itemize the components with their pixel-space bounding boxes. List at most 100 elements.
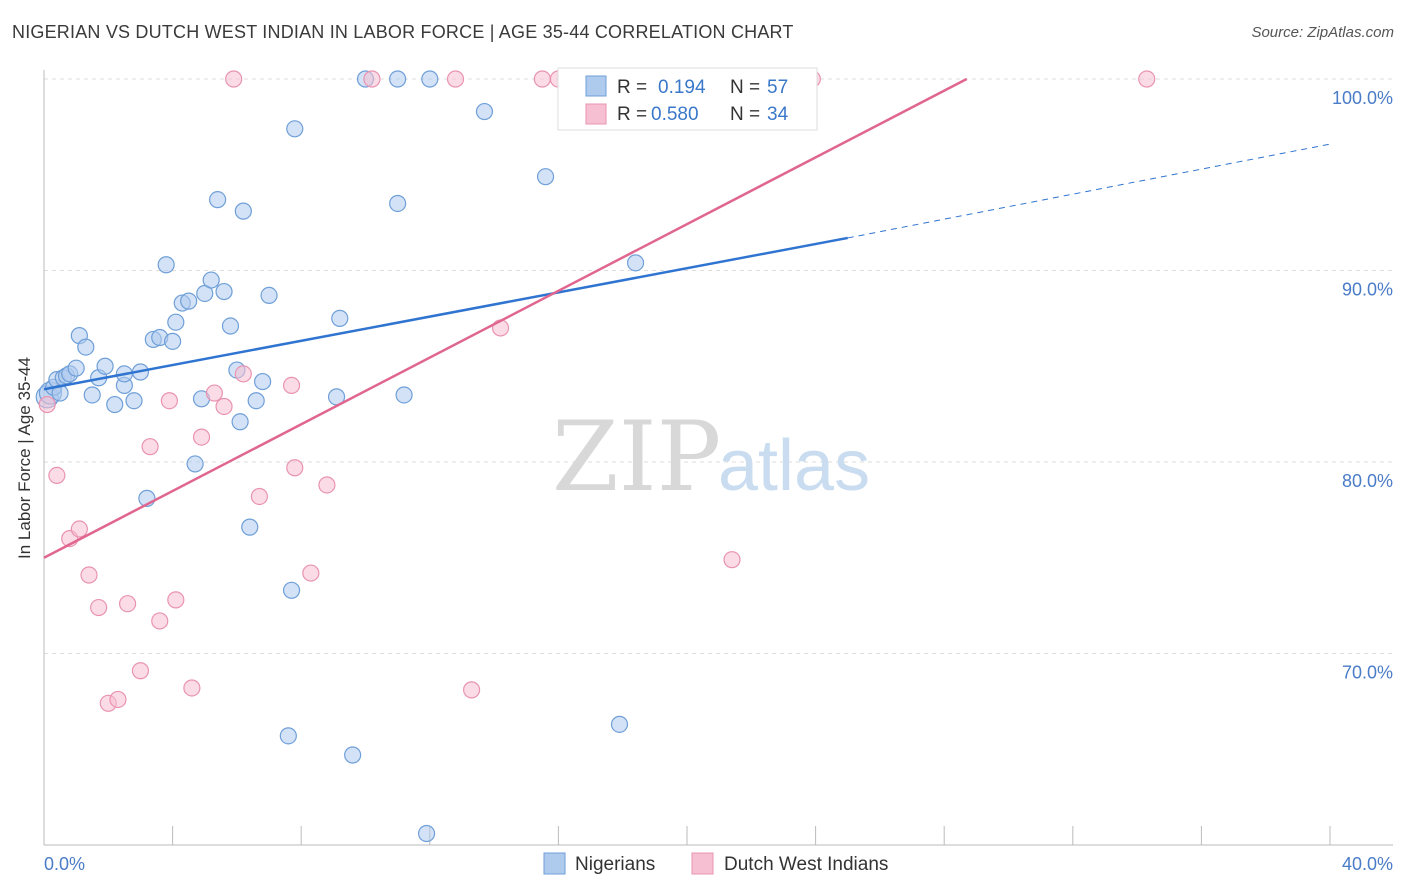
dutch-west-indian-point-16: [205, 384, 223, 402]
legend-n-value-1: 57: [767, 77, 788, 98]
legend-r-value-2: 0.580: [651, 104, 699, 125]
dutch-west-indian-point-13: [167, 591, 185, 609]
watermark: ZIP atlas: [552, 401, 870, 513]
dutch-west-indian-point-27: [462, 681, 481, 699]
nigerian-point-42: [282, 581, 301, 599]
nigerians-trend-line: [43, 236, 848, 391]
dutch-west-indian-point-0: [38, 395, 56, 414]
dutch-west-indian-point-25: [363, 70, 381, 88]
series-legend-label-nigerians: Nigerians: [575, 854, 655, 875]
dutch-west-indian-point-31: [723, 551, 741, 569]
nigerian-point-56: [626, 254, 645, 272]
y-tick-labels: 100.0% 90.0% 80.0% 70.0%: [1332, 88, 1393, 683]
dutch-west-indian-point-9: [131, 662, 150, 680]
nigerian-point-51: [417, 824, 436, 843]
legend-r-label-1: R =: [617, 77, 647, 98]
dutch-west-indians-points: [38, 70, 1156, 712]
series-legend: Nigerians Dutch West Indians: [543, 852, 888, 875]
dutch-west-indian-point-8: [118, 595, 137, 613]
nigerian-point-31: [209, 191, 227, 209]
dutch-west-indian-point-17: [215, 397, 233, 416]
series-legend-label-dutch-west-indians: Dutch West Indians: [724, 854, 888, 875]
source-credit: Source: ZipAtlas.com: [1251, 24, 1394, 41]
legend-swatch-nigerians: [585, 75, 607, 97]
watermark-atlas: atlas: [718, 426, 870, 506]
nigerian-point-55: [610, 715, 629, 733]
axes: [43, 70, 1393, 846]
dutch-west-indian-point-18: [225, 70, 243, 88]
nigerian-point-17: [125, 392, 143, 410]
nigerian-point-39: [254, 372, 272, 391]
legend-r-label-2: R =: [617, 104, 647, 125]
dutch-west-indian-point-29: [533, 70, 551, 88]
nigerian-point-52: [421, 70, 439, 88]
x-tick-marks: [43, 826, 1331, 845]
dutch-west-indian-point-22: [286, 459, 304, 477]
nigerian-point-54: [536, 168, 555, 186]
nigerian-point-41: [279, 727, 297, 745]
nigerian-point-40: [260, 286, 278, 304]
nigerian-point-33: [221, 317, 240, 335]
dutch-west-indian-point-7: [109, 690, 127, 709]
nigerian-point-53: [475, 102, 494, 121]
dutch-west-indian-point-12: [160, 392, 178, 410]
legend-r-value-1: 0.194: [658, 77, 706, 98]
dutch-west-indian-point-24: [318, 476, 336, 494]
dutch-west-indian-point-15: [192, 428, 211, 446]
nigerian-point-35: [231, 413, 249, 431]
legend-n-label-2: N =: [730, 104, 760, 125]
nigerian-point-30: [202, 271, 220, 289]
series-legend-swatch-dutch-west-indians: [691, 852, 714, 875]
dutch-west-indian-point-32: [1138, 70, 1156, 88]
nigerian-point-44: [331, 309, 349, 327]
x-tick-label-left: 0.0%: [44, 854, 85, 874]
nigerian-point-36: [234, 202, 252, 220]
nigerian-point-49: [389, 194, 407, 213]
nigerian-point-10: [77, 338, 95, 356]
nigerian-point-24: [167, 313, 185, 331]
dutch-west-indian-point-23: [302, 564, 320, 582]
dutch-west-indian-point-20: [250, 487, 269, 506]
nigerians-trend-extension: [847, 143, 1331, 239]
y-tick-label-80: 80.0%: [1342, 471, 1393, 491]
y-axis-label: In Labor Force | Age 35-44: [15, 357, 34, 559]
nigerian-point-26: [180, 292, 198, 310]
dutch-west-indians-trend-line: [43, 77, 968, 559]
dutch-west-indian-point-1: [48, 466, 66, 485]
nigerian-point-37: [241, 518, 259, 536]
dutch-west-indian-point-19: [234, 365, 252, 383]
dutch-west-indian-point-21: [282, 376, 301, 394]
dutch-west-indian-point-4: [80, 566, 98, 584]
nigerian-point-32: [215, 282, 233, 301]
nigerian-point-22: [157, 256, 175, 274]
nigerian-point-50: [395, 386, 413, 404]
y-tick-label-100: 100.0%: [1332, 88, 1393, 108]
nigerian-point-13: [96, 357, 114, 375]
legend-n-label-1: N =: [730, 77, 760, 98]
chart-title: NIGERIAN VS DUTCH WEST INDIAN IN LABOR F…: [12, 22, 794, 42]
dutch-west-indian-point-26: [446, 70, 465, 88]
trend-lines: [43, 77, 1331, 559]
dutch-west-indian-point-10: [141, 438, 159, 456]
nigerian-point-14: [106, 395, 124, 414]
dutch-west-indian-point-3: [70, 520, 88, 538]
y-tick-label-90: 90.0%: [1342, 280, 1393, 300]
dutch-west-indian-point-28: [491, 319, 510, 337]
nigerian-point-11: [83, 386, 101, 404]
dutch-west-indian-point-5: [90, 598, 108, 617]
nigerian-point-27: [186, 455, 204, 473]
nigerian-point-46: [344, 746, 362, 764]
nigerian-point-38: [247, 392, 265, 410]
dutch-west-indian-point-14: [183, 679, 201, 697]
x-tick-label-right: 40.0%: [1342, 854, 1393, 874]
watermark-zip: ZIP: [552, 401, 721, 513]
legend-swatch-dutch-west-indians: [585, 103, 607, 125]
y-tick-label-70: 70.0%: [1342, 663, 1393, 683]
stats-legend: R = 0.194 N = 57 R = 0.580 N = 34: [557, 67, 818, 131]
legend-n-value-2: 34: [767, 104, 789, 125]
dutch-west-indian-point-11: [151, 612, 169, 630]
series-legend-swatch-nigerians: [543, 852, 566, 875]
nigerian-point-23: [164, 332, 182, 350]
nigerian-point-8: [67, 359, 85, 377]
